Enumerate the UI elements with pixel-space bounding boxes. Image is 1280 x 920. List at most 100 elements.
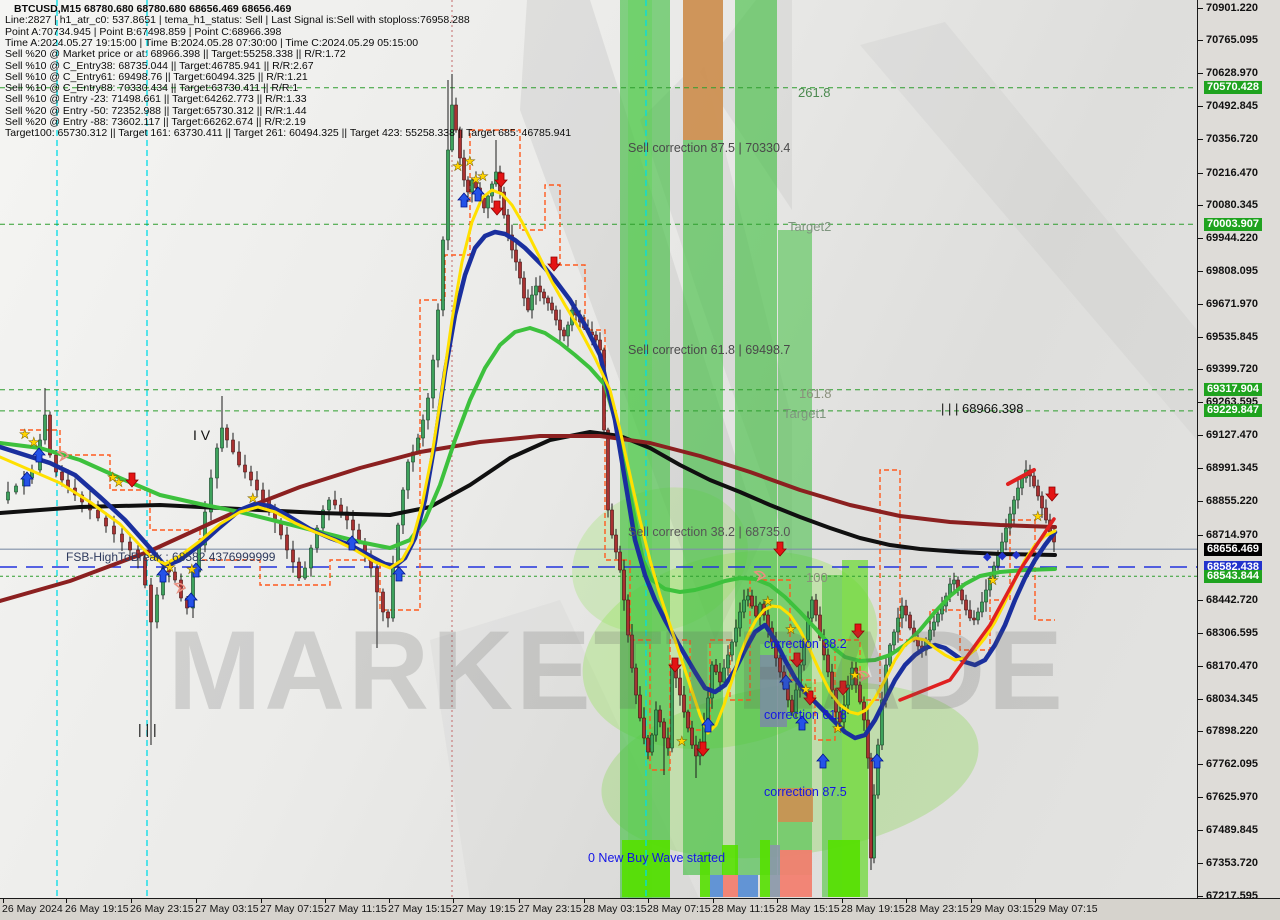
chart-annotation: | | | xyxy=(138,721,157,737)
star-icon: ★ xyxy=(987,573,999,588)
fib-zone-green xyxy=(620,0,670,898)
buy-arrow-icon xyxy=(20,186,884,769)
price-tick xyxy=(1198,369,1203,371)
time-label: 27 May 23:15 xyxy=(518,903,582,915)
star-icon: ★ xyxy=(762,594,774,609)
price-label: 68034.345 xyxy=(1206,692,1258,705)
price-label: 67898.220 xyxy=(1206,725,1258,738)
info-line: Sell %20 @ Entry -50: 72352.988 || Targe… xyxy=(5,104,307,117)
price-tick xyxy=(1198,205,1203,207)
wave-strip-gray xyxy=(770,845,780,897)
price-tick xyxy=(1198,829,1203,831)
star-icon: ★ xyxy=(464,154,476,169)
price-label: 69535.845 xyxy=(1206,330,1258,343)
price-label-highlight: 69317.904 xyxy=(1204,383,1262,397)
chart-annotation: 100 xyxy=(806,570,828,585)
price-tick xyxy=(1198,731,1203,733)
star-icon: ★ xyxy=(19,427,31,442)
chart-annotation: correction 87.5 xyxy=(764,785,847,799)
chart-annotation: Sell correction 61.8 | 69498.7 xyxy=(628,343,791,357)
time-label: 26 May 19:15 xyxy=(65,903,129,915)
time-tick xyxy=(519,899,520,903)
star-icon: ★ xyxy=(28,435,40,450)
chart-annotation: correction 38.2 xyxy=(764,637,847,651)
time-tick xyxy=(906,899,907,903)
price-label: 68855.220 xyxy=(1206,494,1258,507)
time-label: 28 May 11:15 xyxy=(712,903,775,915)
time-tick xyxy=(777,899,778,903)
price-tick xyxy=(1198,467,1203,469)
chart-annotation: 161.8 xyxy=(799,386,832,401)
wave-strip-green xyxy=(700,852,710,897)
price-label: 70356.720 xyxy=(1206,132,1258,145)
chart-annotation: Target1 xyxy=(783,406,827,421)
info-line: Sell %20 @ Entry -88: 73602.117 || Targe… xyxy=(5,116,306,128)
star-icon: ★ xyxy=(832,721,844,736)
price-label: 67625.970 xyxy=(1206,791,1258,804)
chart-annotation: 261.8 xyxy=(798,85,831,100)
price-label: 69399.720 xyxy=(1206,363,1258,376)
time-tick xyxy=(842,899,843,903)
price-tick xyxy=(1198,600,1203,602)
time-tick xyxy=(389,899,390,903)
price-label: 69671.970 xyxy=(1206,297,1258,310)
info-line: Point A:70734.945 | Point B:67498.859 | … xyxy=(5,25,282,38)
price-axis[interactable]: 70901.220 70765.095 70628.970 70570.428 7049… xyxy=(1197,0,1280,902)
price-label: 70216.470 xyxy=(1206,166,1258,179)
trailing-stop-line xyxy=(20,129,1055,771)
fib-zone-orange xyxy=(683,0,723,140)
star-icon: ★ xyxy=(849,668,861,683)
price-label: 69944.220 xyxy=(1206,232,1258,245)
price-label: 68170.470 xyxy=(1206,659,1258,672)
time-label: 29 May 03:15 xyxy=(970,903,1034,915)
price-tick xyxy=(1198,336,1203,338)
chart-annotation: 0 New Buy Wave started xyxy=(588,851,726,865)
price-label-highlight: 69229.847 xyxy=(1204,404,1262,418)
time-label: 28 May 15:15 xyxy=(776,903,840,915)
time-tick xyxy=(261,899,262,903)
price-label-highlight: 70003.907 xyxy=(1204,217,1262,231)
price-tick xyxy=(1198,764,1203,766)
price-label: 68442.720 xyxy=(1206,594,1258,607)
chart-annotation: | | | 68966.398 xyxy=(941,401,1024,416)
wave-strip-blue xyxy=(738,875,758,897)
orange-box xyxy=(778,788,813,822)
gray-box xyxy=(760,655,787,727)
star-icon: ★ xyxy=(452,159,464,174)
price-label: 67353.720 xyxy=(1206,856,1258,869)
time-tick xyxy=(1035,899,1036,903)
time-tick xyxy=(3,899,4,903)
price-label-highlight: 70570.428 xyxy=(1204,81,1262,95)
price-label: 70901.220 xyxy=(1206,1,1258,14)
price-label: 68991.345 xyxy=(1206,461,1258,474)
price-label: 69127.470 xyxy=(1206,429,1258,442)
price-tick xyxy=(1198,862,1203,864)
wave-strip-blue xyxy=(710,875,723,897)
star-icon: ★ xyxy=(164,560,176,575)
star-icon: ★ xyxy=(785,622,797,637)
chart-annotation: correction 61.8 xyxy=(764,708,847,722)
fib-zone-green xyxy=(735,0,777,875)
price-tick xyxy=(1198,633,1203,634)
chart-annotation: FSB-HighToBreak : 68582.4376999999 xyxy=(66,550,276,564)
time-axis[interactable]: 26 May 2024 26 May 19:15 26 May 23:15 27 Ma… xyxy=(0,898,1280,920)
star-icon: ★ xyxy=(113,475,125,490)
price-tick xyxy=(1198,534,1203,536)
wave-strip-salmon xyxy=(723,875,738,897)
price-tick xyxy=(1198,698,1203,700)
time-label: 27 May 15:15 xyxy=(388,903,452,915)
price-tick xyxy=(1198,797,1203,799)
price-label-highlight: 68656.469 xyxy=(1204,542,1262,556)
time-label: 27 May 03:15 xyxy=(195,903,259,915)
info-line: Sell %10 @ C_Entry38: 68735.044 || Targe… xyxy=(5,59,314,72)
time-label: 27 May 19:15 xyxy=(452,903,516,915)
price-tick xyxy=(1198,138,1203,140)
time-tick xyxy=(131,899,132,903)
fib-zone-green xyxy=(683,140,723,875)
info-line: Sell %20 @ Market price or at: 68966.398… xyxy=(5,48,346,61)
time-label: 26 May 2024 xyxy=(2,903,63,915)
indicator-ma-blue xyxy=(0,229,1058,741)
chart-annotation: Sell correction 38.2 | 68735.0 xyxy=(628,525,791,539)
price-label: 67762.095 xyxy=(1206,758,1258,771)
